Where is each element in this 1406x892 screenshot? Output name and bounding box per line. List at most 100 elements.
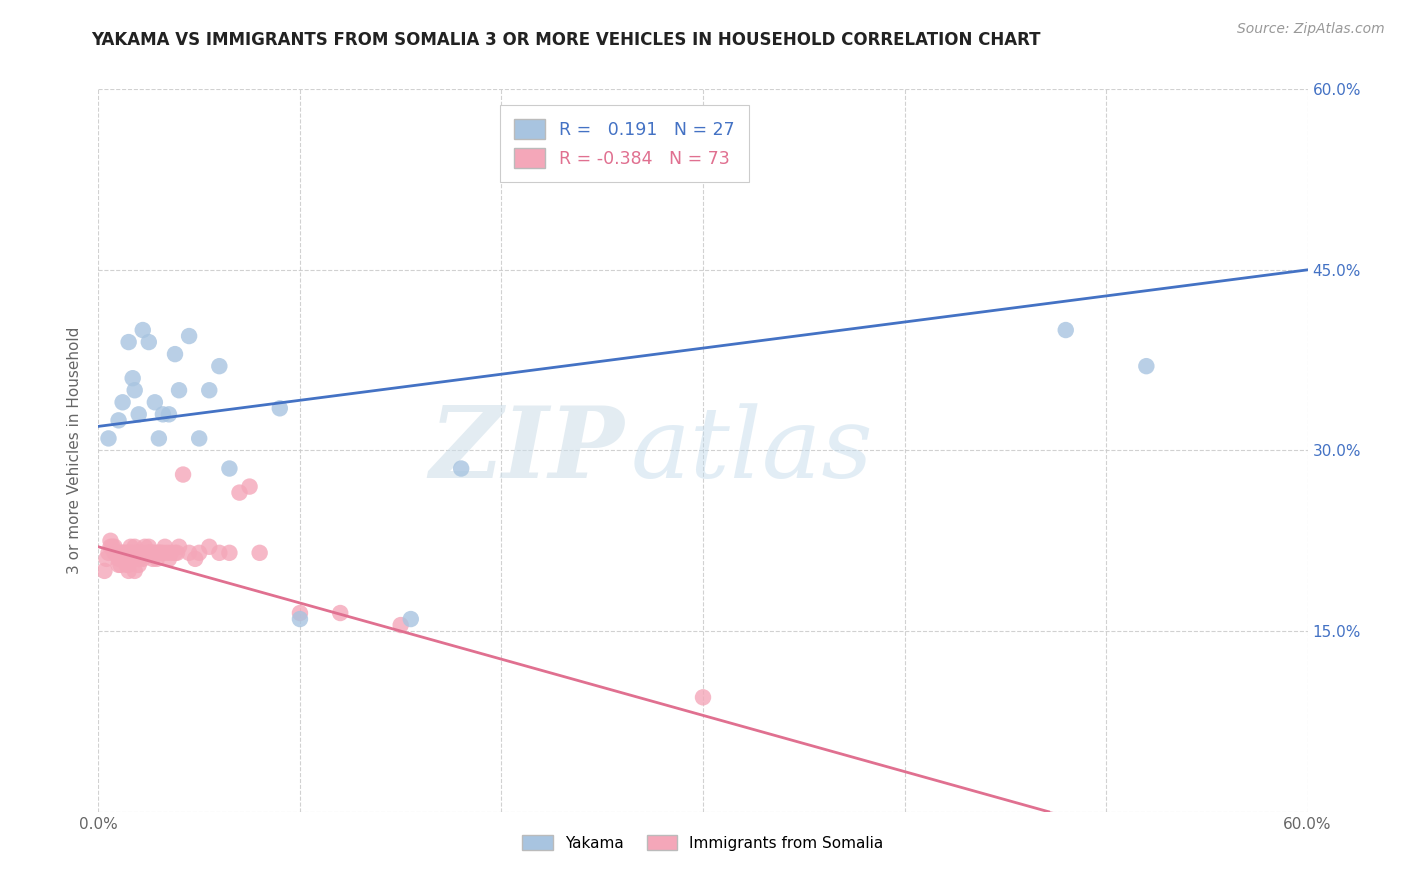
- Point: [128, 407, 150, 421]
- Point: [97, 431, 120, 445]
- Point: [124, 564, 146, 578]
- Point: [107, 558, 129, 572]
- Point: [152, 407, 174, 421]
- Point: [143, 395, 166, 409]
- Point: [149, 546, 172, 560]
- Point: [160, 546, 183, 560]
- Point: [152, 546, 174, 560]
- Point: [97, 546, 120, 560]
- Point: [146, 551, 169, 566]
- Point: [125, 551, 148, 566]
- Point: [101, 540, 124, 554]
- Point: [132, 323, 155, 337]
- Point: [129, 546, 152, 560]
- Point: [138, 540, 160, 554]
- Point: [93, 564, 115, 578]
- Text: ZIP: ZIP: [429, 402, 624, 499]
- Point: [1054, 323, 1077, 337]
- Point: [163, 347, 186, 361]
- Point: [118, 546, 141, 560]
- Point: [120, 546, 142, 560]
- Point: [139, 546, 162, 560]
- Point: [135, 546, 157, 560]
- Point: [389, 618, 412, 632]
- Point: [288, 612, 311, 626]
- Point: [450, 461, 472, 475]
- Point: [121, 371, 143, 385]
- Point: [100, 533, 122, 548]
- Point: [249, 546, 271, 560]
- Point: [167, 384, 190, 398]
- Point: [288, 606, 311, 620]
- Point: [1135, 359, 1157, 373]
- Point: [96, 551, 118, 566]
- Point: [114, 551, 136, 566]
- Point: [329, 606, 352, 620]
- Point: [121, 546, 143, 560]
- Point: [124, 551, 146, 566]
- Point: [129, 546, 152, 560]
- Point: [167, 540, 190, 554]
- Point: [208, 546, 231, 560]
- Point: [125, 546, 148, 560]
- Point: [138, 334, 160, 349]
- Point: [188, 431, 211, 445]
- Point: [239, 480, 262, 494]
- Point: [115, 558, 138, 572]
- Point: [111, 546, 134, 560]
- Point: [103, 546, 125, 560]
- Point: [120, 540, 142, 554]
- Point: [132, 551, 155, 566]
- Point: [399, 612, 422, 626]
- Point: [166, 546, 188, 560]
- Point: [138, 546, 160, 560]
- Point: [184, 551, 207, 566]
- Point: [128, 551, 150, 566]
- Point: [118, 564, 141, 578]
- Legend: Yakama, Immigrants from Somalia: Yakama, Immigrants from Somalia: [515, 827, 891, 858]
- Point: [228, 485, 250, 500]
- Point: [115, 546, 138, 560]
- Point: [111, 551, 134, 566]
- Text: YAKAMA VS IMMIGRANTS FROM SOMALIA 3 OR MORE VEHICLES IN HOUSEHOLD CORRELATION CH: YAKAMA VS IMMIGRANTS FROM SOMALIA 3 OR M…: [91, 31, 1040, 49]
- Point: [114, 546, 136, 560]
- Point: [148, 431, 170, 445]
- Point: [132, 546, 155, 560]
- Point: [198, 384, 221, 398]
- Point: [118, 558, 141, 572]
- Text: Source: ZipAtlas.com: Source: ZipAtlas.com: [1237, 22, 1385, 37]
- Point: [124, 384, 146, 398]
- Point: [179, 329, 201, 343]
- Point: [148, 546, 170, 560]
- Point: [120, 546, 142, 560]
- Point: [188, 546, 211, 560]
- Point: [124, 540, 146, 554]
- Point: [107, 413, 129, 427]
- Point: [142, 546, 165, 560]
- Point: [121, 551, 143, 566]
- Point: [157, 407, 180, 421]
- Point: [142, 551, 165, 566]
- Point: [179, 546, 201, 560]
- Point: [107, 551, 129, 566]
- Point: [153, 540, 176, 554]
- Point: [172, 467, 194, 482]
- Point: [134, 540, 156, 554]
- Point: [692, 690, 714, 705]
- Point: [103, 540, 125, 554]
- Point: [100, 540, 122, 554]
- Point: [208, 359, 231, 373]
- Text: atlas: atlas: [630, 403, 873, 498]
- Point: [128, 558, 150, 572]
- Point: [157, 551, 180, 566]
- Point: [198, 540, 221, 554]
- Point: [128, 546, 150, 560]
- Point: [163, 546, 186, 560]
- Point: [118, 334, 141, 349]
- Point: [111, 395, 134, 409]
- Point: [148, 546, 170, 560]
- Point: [218, 461, 240, 475]
- Point: [105, 546, 128, 560]
- Point: [110, 546, 132, 560]
- Point: [143, 546, 166, 560]
